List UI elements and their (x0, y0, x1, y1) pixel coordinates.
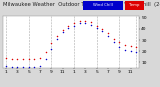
Point (50, 48, 53, 50)
Point (118, 42, 121, 43)
Point (33, 66, 36, 67)
Point (22, 66, 24, 67)
Point (56, 35, 58, 36)
Text: Temp: Temp (129, 3, 140, 7)
Point (39, 65, 41, 66)
Point (124, 44, 126, 45)
Point (56, 38, 58, 40)
Point (90, 22, 92, 23)
Point (101, 31, 104, 32)
Point (73, 25, 75, 26)
Point (39, 57, 41, 59)
Point (10, 58, 13, 60)
Point (107, 33, 109, 34)
Point (78, 21, 81, 22)
Text: Wind Chill: Wind Chill (93, 3, 113, 7)
Point (16, 66, 19, 67)
Text: Milwaukee Weather  Outdoor Temperature vs Wind Chill  (24 Hours): Milwaukee Weather Outdoor Temperature vs… (3, 2, 160, 7)
Point (135, 46, 138, 47)
Point (90, 24, 92, 25)
Point (67, 25, 70, 26)
Point (67, 27, 70, 29)
Point (61, 32, 64, 33)
Point (107, 35, 109, 36)
Point (112, 42, 115, 43)
Point (27, 58, 30, 60)
Point (101, 28, 104, 30)
Point (135, 52, 138, 53)
Point (44, 58, 47, 60)
Point (50, 43, 53, 44)
Point (44, 52, 47, 53)
Point (22, 58, 24, 60)
Point (5, 57, 7, 59)
Point (33, 58, 36, 60)
Point (10, 66, 13, 67)
Point (27, 66, 30, 67)
Point (73, 23, 75, 24)
Point (78, 23, 81, 24)
Point (118, 46, 121, 47)
Point (95, 27, 98, 29)
Point (129, 51, 132, 52)
Point (5, 65, 7, 66)
Point (16, 58, 19, 60)
Point (84, 21, 87, 22)
Point (61, 29, 64, 31)
Point (129, 45, 132, 46)
Point (112, 38, 115, 40)
Point (95, 25, 98, 26)
Point (124, 49, 126, 51)
Point (84, 23, 87, 24)
